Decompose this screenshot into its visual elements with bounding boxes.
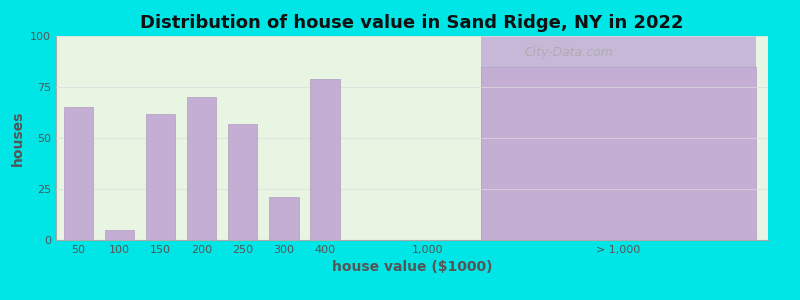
Bar <box>187 97 217 240</box>
Bar <box>105 230 134 240</box>
Y-axis label: houses: houses <box>10 110 25 166</box>
Bar <box>481 36 756 240</box>
Title: Distribution of house value in Sand Ridge, NY in 2022: Distribution of house value in Sand Ridg… <box>140 14 684 32</box>
Bar <box>228 124 258 240</box>
Bar <box>269 197 298 240</box>
Bar <box>64 107 94 240</box>
Bar <box>310 79 339 240</box>
Text: City-Data.com: City-Data.com <box>524 46 613 59</box>
X-axis label: house value ($1000): house value ($1000) <box>332 260 492 274</box>
Bar <box>481 67 756 240</box>
Bar <box>146 113 175 240</box>
